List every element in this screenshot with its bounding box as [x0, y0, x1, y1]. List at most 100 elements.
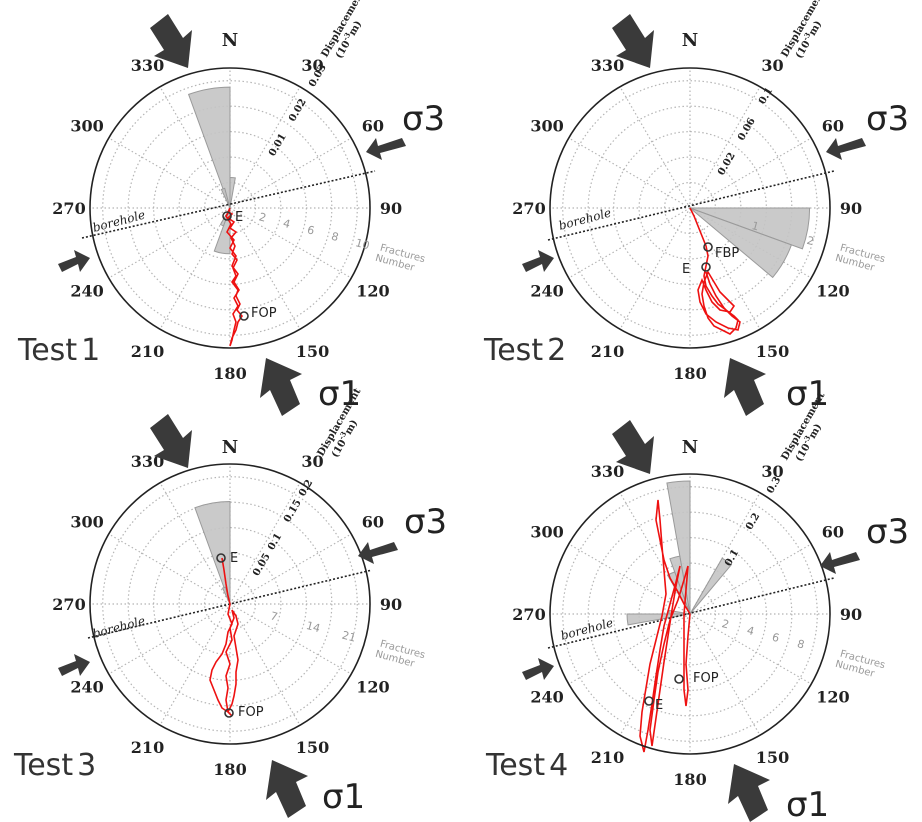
- point-e-marker: [644, 696, 654, 706]
- sigma3-label: σ3: [866, 512, 909, 552]
- fracture-axis: 7 14 21 Fractures Number: [269, 609, 426, 670]
- degree-label: 30: [301, 452, 323, 471]
- grid-ring: [178, 156, 282, 260]
- fracture-tick-3: 21: [341, 629, 358, 645]
- degree-label: 180: [213, 364, 246, 383]
- sigma3-label: σ3: [866, 99, 909, 139]
- degree-labels: 30 60 90 120 150 180 210 240 270 300 330: [512, 462, 862, 789]
- borehole-line: [547, 577, 835, 649]
- degree-label: 90: [380, 595, 402, 614]
- degree-label: 300: [70, 117, 103, 136]
- north-label: N: [682, 437, 698, 458]
- sigma3-arrow-right: [820, 552, 860, 574]
- degree-label: 270: [52, 595, 85, 614]
- borehole-label: borehole: [557, 205, 612, 232]
- degree-label: 240: [70, 282, 103, 301]
- degree-label: 60: [362, 117, 384, 136]
- grid-spoke: [689, 492, 761, 615]
- fracture-tick-2: 2: [805, 234, 815, 248]
- point-fop-marker: [224, 708, 234, 718]
- grid-spoke: [689, 86, 761, 209]
- sigma3-arrow-right: [826, 138, 866, 160]
- rose-sector: [229, 176, 236, 209]
- sigma1-label: σ1: [786, 374, 829, 414]
- test-title: Test 2: [483, 333, 566, 368]
- degree-label: 300: [70, 513, 103, 532]
- degree-label: 330: [591, 462, 624, 481]
- degree-label: 120: [356, 282, 389, 301]
- degree-label: 90: [380, 199, 402, 218]
- degree-label: 210: [591, 748, 624, 767]
- grid-spoke: [689, 207, 761, 330]
- sigma3-label: σ3: [402, 99, 445, 139]
- degree-label: 30: [301, 56, 323, 75]
- grid-spoke: [689, 137, 812, 209]
- displacement-tick-3: 0.1: [757, 86, 775, 107]
- borehole-line: [547, 170, 835, 241]
- rose-diagram: [689, 207, 811, 279]
- fracture-tick-2: 14: [305, 619, 322, 635]
- point-e-marker: [701, 262, 711, 272]
- displacement-tick-4: 0.2: [297, 478, 315, 499]
- degree-label: 60: [362, 513, 384, 532]
- polar-grid: [90, 68, 370, 348]
- grid-ring: [587, 511, 793, 717]
- sigma1-arrow-bottom: [724, 358, 766, 416]
- borehole-label: borehole: [91, 613, 146, 640]
- degree-label: 240: [530, 688, 563, 707]
- rose-sector: [689, 207, 793, 279]
- grid-spoke: [229, 137, 352, 209]
- point-e-label: E: [235, 210, 243, 225]
- degree-label: 30: [761, 56, 783, 75]
- fracture-tick-1: 2: [720, 617, 730, 631]
- sigma1-arrow-top: [150, 414, 192, 468]
- degree-label: 90: [840, 605, 862, 624]
- rose-diagram: [626, 480, 733, 626]
- sigma1-arrow-bottom: [260, 358, 302, 416]
- grid-ring: [102, 476, 358, 732]
- displacement-tick-1: 0.02: [716, 151, 738, 178]
- rose-diagram: [187, 86, 236, 255]
- displacement-tick-2: 0.1: [266, 532, 284, 553]
- fracture-tick-2: 4: [745, 624, 755, 638]
- panel-test-3: borehole E FOP N 30 60 90 120 150 180 210 240 27…: [13, 386, 447, 818]
- displacement-axis: 0.01 0.02 0.03 Displacement (10-3m): [267, 0, 368, 159]
- point-fop-marker: [239, 311, 249, 321]
- point-e-label: E: [682, 262, 690, 277]
- grid-spoke: [108, 533, 231, 605]
- sigma1-arrow-top: [612, 420, 654, 474]
- displacement-tick-1: 0.01: [267, 132, 289, 159]
- point-fbp-marker: [703, 242, 713, 252]
- polar-grid: [90, 464, 370, 744]
- sigma3-arrow-left: [522, 250, 554, 272]
- degree-labels: 30 60 90 120 150 180 210 240 270 300 330: [52, 452, 402, 779]
- sigma1-label: σ1: [786, 785, 829, 822]
- point-fop-label: FOP: [693, 671, 719, 686]
- degree-label: 270: [52, 199, 85, 218]
- fracture-tick-1: 7: [269, 609, 279, 623]
- degree-label: 300: [530, 117, 563, 136]
- north-label: N: [222, 30, 238, 51]
- fracture-tick-1: 1: [750, 219, 760, 233]
- grid-spoke: [229, 603, 301, 726]
- north-label: N: [222, 437, 238, 458]
- displacement-tick-2: 0.02: [287, 97, 309, 124]
- degree-label: 180: [213, 760, 246, 779]
- sigma3-label: σ3: [404, 502, 447, 542]
- degree-label: 210: [591, 342, 624, 361]
- borehole-line: [87, 569, 373, 639]
- grid-spoke: [619, 86, 691, 209]
- fracture-tick-1: 2: [257, 210, 267, 224]
- grid-spoke: [159, 482, 231, 605]
- point-e-marker: [222, 211, 232, 221]
- degree-label: 330: [591, 56, 624, 75]
- sigma1-arrow-bottom: [728, 764, 770, 822]
- degree-label: 210: [131, 342, 164, 361]
- grid-spoke: [229, 207, 352, 279]
- outer-circle: [89, 67, 371, 349]
- grid-spoke: [229, 533, 352, 605]
- rose-sector: [689, 207, 811, 250]
- panel-test-2: borehole FBP E N 30 60 90 120 150 180 210 240 27…: [483, 0, 909, 416]
- grid-spoke: [108, 603, 231, 675]
- sigma1-arrow-bottom: [266, 760, 308, 818]
